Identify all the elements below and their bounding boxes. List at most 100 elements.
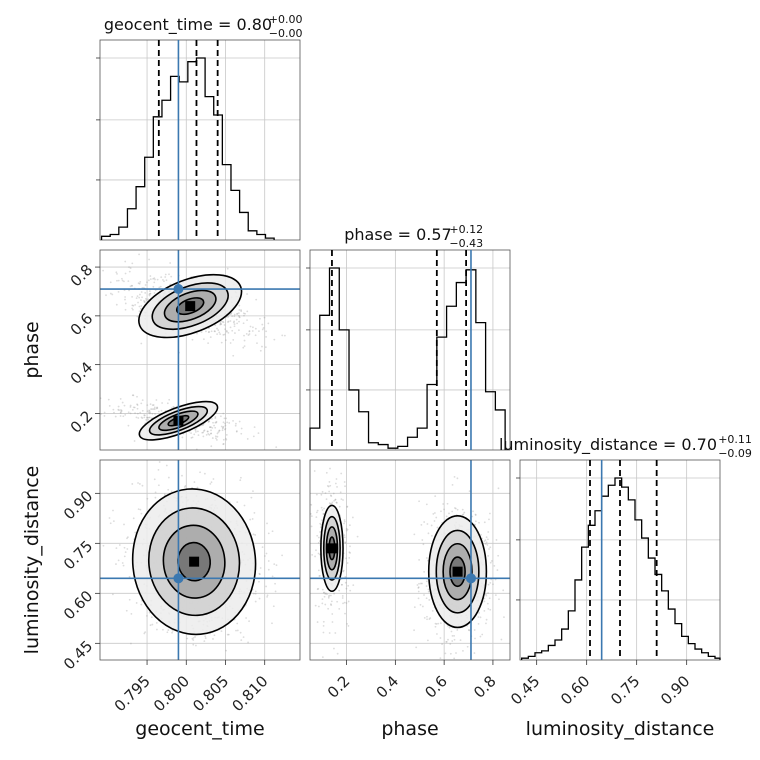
sample-point [321,588,324,591]
sample-point [158,461,161,463]
sample-point [93,294,95,296]
sample-point [210,330,213,333]
sample-point [112,408,115,411]
sample-point [317,569,320,572]
joint-panel-phase-vs-geocent_time: 0.2 0.4 0.6 0.8 [67,249,301,451]
sample-point [242,346,245,349]
sample-point [238,309,241,311]
sample-point [316,509,319,512]
contour-line [167,414,190,427]
sample-point [329,502,332,505]
sample-point [154,408,156,410]
sample-point [283,334,286,337]
sample-point [225,329,228,332]
sample-point [132,517,135,520]
sample-point [109,281,112,284]
sample-point [146,404,149,407]
sample-point [485,622,487,625]
sample-point [254,592,257,595]
sample-point [164,276,167,278]
sample-point [127,536,129,539]
sample-point [124,272,127,275]
sample-point [446,502,449,505]
sample-point [160,276,163,279]
sample-point [222,412,225,415]
sample-point [129,285,132,288]
sample-point [132,406,135,409]
histogram-luminosity_distance [521,477,721,660]
sample-point [321,490,324,493]
sample-point [254,534,257,536]
sample-point [240,427,243,430]
sample-point [111,293,114,296]
sample-point [340,498,343,501]
sample-point [155,407,158,410]
sample-point [230,312,233,315]
sample-point [253,511,256,514]
x-axis-phase: 0.2 0.4 0.6 0.8 phase [324,660,500,740]
sample-point [336,652,339,655]
sample-point [158,286,161,289]
title-phase: phase = 0.57+0.12−0.43 [344,223,483,250]
sample-point [315,493,318,496]
sample-point [222,421,225,424]
y-tick-label: 0.4 [67,358,97,388]
x-axis-luminosity_distance: 0.45 0.60 0.75 0.90 luminosity_distance [507,660,714,740]
sample-point [136,395,138,398]
sample-point [127,424,130,427]
contour-line [328,536,336,561]
sample-point [243,345,246,347]
sample-point [116,272,118,275]
sample-point [148,412,151,415]
sample-point [152,285,155,288]
sample-point [146,614,148,617]
sample-point [331,501,334,504]
sample-point [97,264,99,266]
sample-point [451,640,454,642]
sample-point [264,346,267,349]
sample-point [427,590,430,593]
sample-point [432,513,435,515]
sample-point [330,603,332,606]
sample-point [236,322,239,325]
sample-point [220,425,223,428]
sample-point [147,279,150,282]
sample-point [208,330,210,333]
sample-point [228,422,231,424]
sample-point [134,412,136,415]
sample-point [336,600,339,603]
sample-point [234,424,237,427]
title-text: phase = 0.57 [344,225,451,244]
sample-point [474,520,477,523]
sample-point [149,275,152,277]
sample-point [219,333,222,336]
sample-point [170,490,173,493]
truth-point [173,284,184,295]
sample-point [488,518,490,521]
sample-point [425,503,428,506]
density-peak [452,566,463,577]
sample-point [333,592,336,595]
sample-point [314,604,317,607]
sample-point [202,424,205,426]
sample-point [224,427,227,430]
sample-point [449,643,452,645]
sample-point [145,297,147,300]
sample-point [488,512,491,515]
sample-point [222,426,224,429]
y-axis-label: phase [21,321,43,378]
sample-point [454,507,457,510]
sample-point [147,298,150,301]
sample-point [143,632,146,635]
sample-point [224,437,227,440]
sample-point [148,416,151,419]
y-tick-label: 0.6 [67,309,97,339]
sample-point [137,282,140,285]
sample-point [226,421,229,424]
sample-point [313,470,316,472]
sample-point [193,433,196,436]
sample-point [199,471,201,474]
sample-point [111,593,114,596]
sample-point [156,407,159,409]
